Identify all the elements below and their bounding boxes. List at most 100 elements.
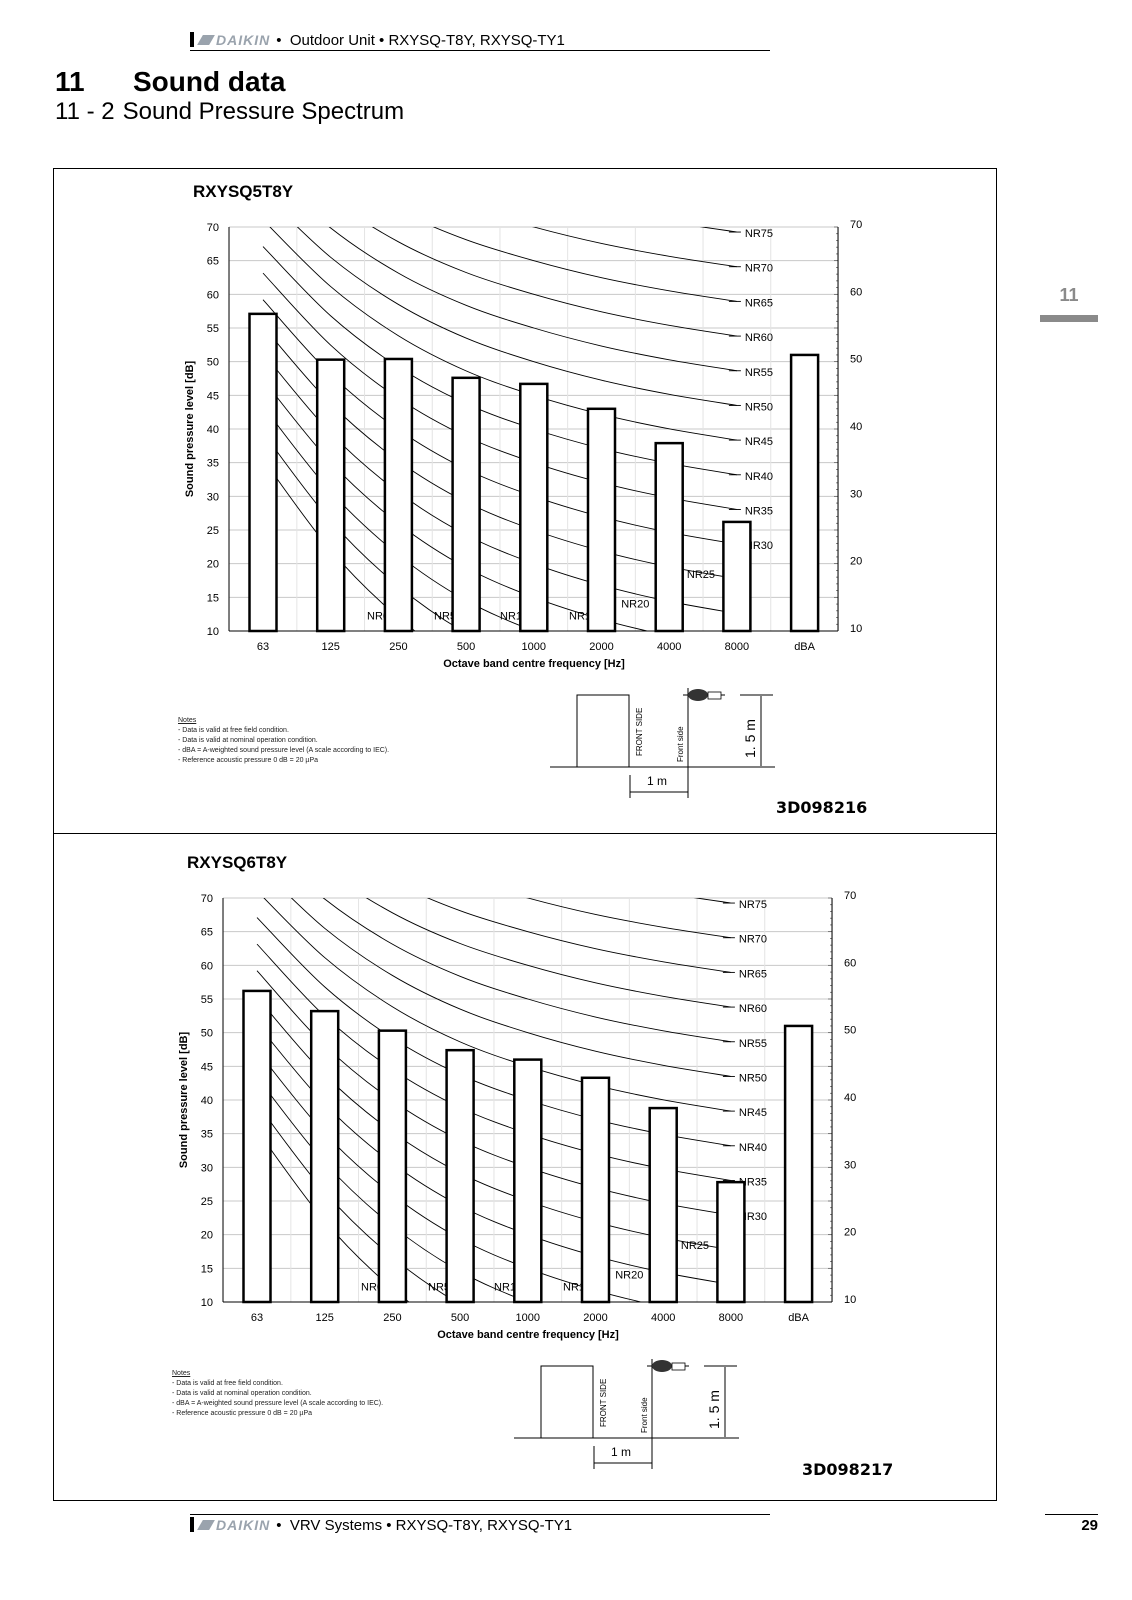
y-right-tick-label: 50 [850, 354, 862, 366]
bar-4000 [648, 1106, 678, 1304]
nr-curve-label: NR50 [739, 1072, 767, 1084]
front-side-label: Front side [640, 1397, 649, 1433]
y-tick-label: 70 [201, 893, 213, 905]
outdoor-unit-outline [576, 694, 630, 768]
bar-8000 [722, 520, 752, 633]
bar-250 [383, 357, 414, 633]
subsection-title: 11 - 2 Sound Pressure Spectrum [55, 98, 404, 126]
y-right-tick-label: 20 [850, 556, 862, 568]
nr-curve-label: NR65 [739, 968, 767, 980]
bar-2000 [580, 1076, 611, 1304]
y-tick-label: 20 [207, 559, 219, 571]
nr-curve-label: NR70 [745, 263, 773, 275]
y-tick-label: 40 [207, 424, 219, 436]
sound-chart-rxysq5t8y: RXYSQ5T8Y 10 15 20 25 30 35 40 45 50 55 60 65 70 10 20 3… [184, 182, 862, 670]
sound-chart-rxysq6t8y: RXYSQ6T8Y 10 15 20 25 30 35 40 45 50 55 60 65 70 10 20 3… [178, 853, 856, 1341]
front-side-unit-label: FRONT SIDE [635, 708, 644, 756]
brand-logo: DAIKIN [200, 32, 270, 48]
nr-curve-label: NR60 [739, 1003, 767, 1015]
note-item: - Reference acoustic pressure 0 dB = 20 … [178, 757, 319, 764]
y-axis-label: Sound pressure level [dB] [184, 361, 196, 498]
y-right-tick-label: 70 [850, 219, 862, 231]
x-tick-label: dBA [788, 1312, 809, 1324]
microphone-body [671, 1362, 686, 1371]
drawing-number: 3D098217 [802, 1460, 894, 1479]
nr-curve-75 [699, 227, 737, 233]
chart-title: RXYSQ5T8Y [193, 182, 294, 201]
nr-curve-75 [693, 898, 731, 904]
y-right-tick-label: 40 [850, 421, 862, 433]
y-tick-label: 20 [201, 1230, 213, 1242]
nr-curve-label: NR45 [739, 1107, 767, 1119]
nr-curve-label: NR65 [745, 297, 773, 309]
x-tick-label: dBA [794, 641, 815, 653]
note-item: - Data is valid at free field condition. [178, 727, 289, 734]
x-tick-label: 500 [457, 641, 475, 653]
nr-curve-label: NR30 [739, 1211, 767, 1223]
nr-curve-65 [432, 227, 737, 302]
content-frame [53, 168, 997, 1501]
y-right-tick-label: 20 [844, 1227, 856, 1239]
page-header: DAIKIN • Outdoor Unit • RXYSQ-T8Y, RXYSQ-… [190, 30, 770, 51]
note-item: - Reference acoustic pressure 0 dB = 20 … [172, 1410, 313, 1417]
bar-dBA [783, 1024, 814, 1304]
bar-1000 [519, 382, 549, 633]
x-tick-label: 2000 [589, 641, 613, 653]
x-tick-label: 250 [383, 1312, 401, 1324]
note-item: - Data is valid at free field condition. [172, 1380, 283, 1387]
nr-curve-label: NR5 [428, 1282, 450, 1294]
page-footer: DAIKIN • VRV Systems • RXYSQ-T8Y, RXYSQ-T… [190, 1514, 770, 1535]
x-tick-label: 63 [251, 1312, 263, 1324]
y-tick-label: 10 [201, 1297, 213, 1309]
x-tick-label: 4000 [651, 1312, 675, 1324]
x-tick-label: 125 [322, 641, 340, 653]
y-right-tick-label: 30 [844, 1159, 856, 1171]
nr-curve-label: NR0 [361, 1282, 383, 1294]
distance-label: 1 m [611, 1445, 631, 1459]
section-title: 11 Sound data [55, 66, 285, 98]
outdoor-unit-outline [540, 1365, 594, 1439]
x-tick-label: 8000 [719, 1312, 743, 1324]
nr-curve-label: NR20 [621, 598, 649, 610]
nr-curve-label: NR35 [745, 505, 773, 517]
nr-curve-60 [365, 898, 731, 1008]
bar-63 [242, 989, 272, 1304]
y-tick-label: 65 [201, 927, 213, 939]
y-right-tick-label: 10 [844, 1294, 856, 1306]
note-item: - dBA = A-weighted sound pressure level … [172, 1400, 384, 1407]
nr-curve-label: NR25 [687, 569, 715, 581]
y-right-tick-label: 10 [850, 623, 862, 635]
nr-curve-label: NR55 [739, 1038, 767, 1050]
y-right-tick-label: 40 [844, 1092, 856, 1104]
y-tick-label: 40 [201, 1095, 213, 1107]
y-tick-label: 15 [207, 592, 219, 604]
nr-curve-45 [263, 898, 731, 1112]
nr-curve-label: NR0 [367, 611, 389, 623]
y-tick-label: 25 [201, 1196, 213, 1208]
y-tick-label: 60 [207, 289, 219, 301]
x-tick-label: 4000 [657, 641, 681, 653]
y-tick-label: 35 [201, 1129, 213, 1141]
nr-curve-label: NR50 [745, 401, 773, 413]
height-label: 1. 5 m [706, 1390, 722, 1429]
y-tick-label: 45 [207, 390, 219, 402]
y-tick-label: 35 [207, 458, 219, 470]
notes-title: Notes [172, 1370, 191, 1377]
bar-250 [377, 1029, 408, 1304]
distance-label: 1 m [647, 774, 667, 788]
side-tab[interactable]: 11 [1059, 285, 1079, 305]
bar-125 [309, 1009, 340, 1304]
front-side-unit-label: FRONT SIDE [599, 1379, 608, 1427]
y-tick-label: 60 [201, 960, 213, 972]
y-axis-label: Sound pressure level [dB] [178, 1032, 190, 1169]
x-tick-label: 1000 [522, 641, 546, 653]
y-tick-label: 30 [201, 1162, 213, 1174]
y-tick-label: 55 [207, 323, 219, 335]
section-number: 11 [55, 66, 85, 97]
bar-500 [451, 376, 481, 633]
note-item: - dBA = A-weighted sound pressure level … [178, 747, 390, 754]
y-tick-label: 25 [207, 525, 219, 537]
x-tick-label: 2000 [583, 1312, 607, 1324]
x-tick-label: 1000 [516, 1312, 540, 1324]
nr-curve-label: NR5 [434, 611, 456, 623]
